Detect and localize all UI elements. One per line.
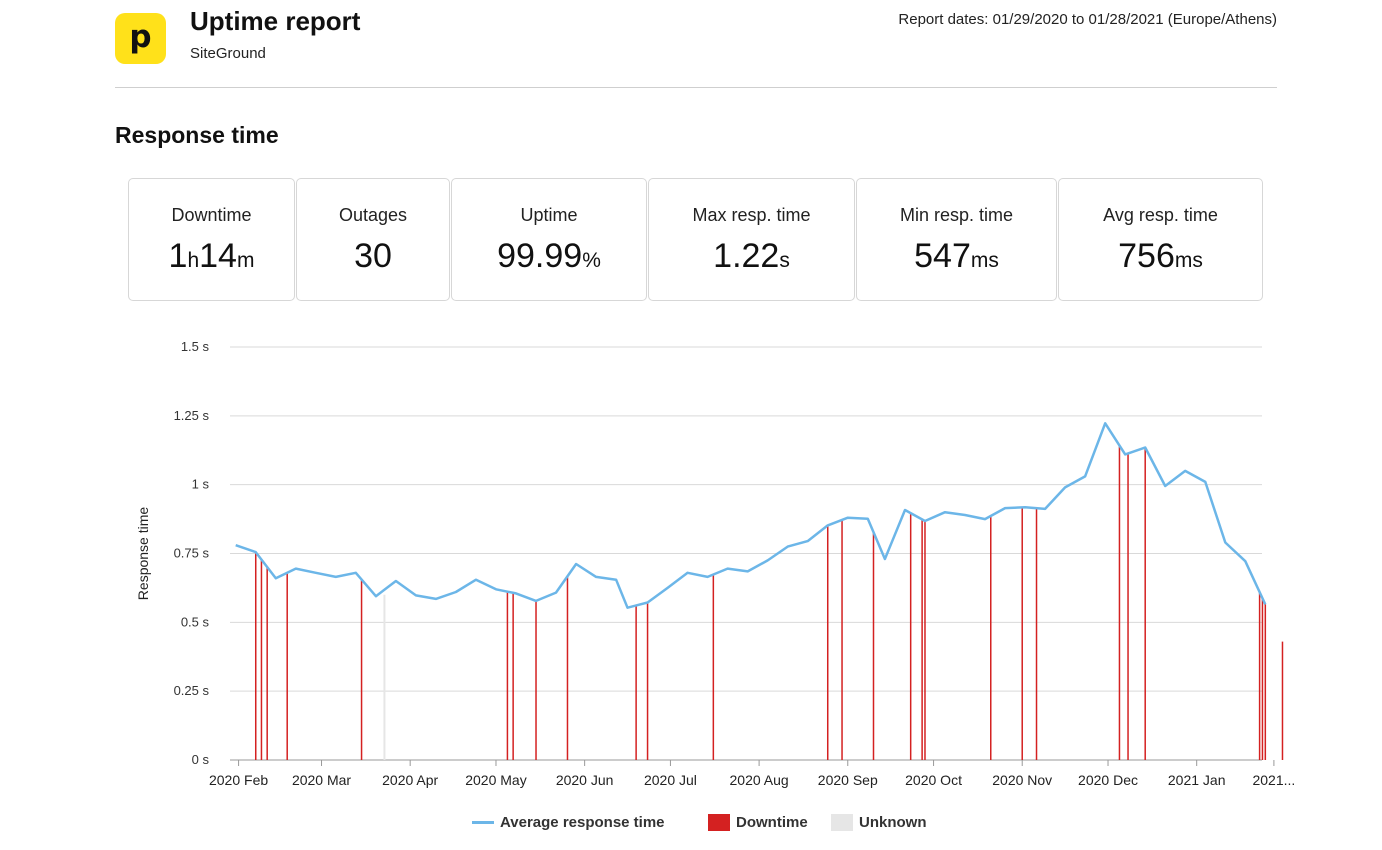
stat-value: 1h14m — [129, 237, 294, 276]
siteground-logo: p — [115, 13, 166, 64]
x-tick-label: 2021 Jan — [1168, 772, 1226, 788]
stat-number: 547 — [914, 237, 971, 275]
stat-card-uptime: Uptime 99.99% — [451, 178, 647, 301]
y-axis-title: Response time — [135, 507, 151, 601]
logo-letter: p — [129, 18, 152, 55]
section-title: Response time — [115, 122, 279, 148]
stat-label: Min resp. time — [899, 205, 1014, 225]
response-time-chart: 0 s 0.25 s 0.5 s 0.75 s 1 s 1.25 s 1.5 s Respon… — [135, 339, 1295, 788]
x-tick-label: 2020 Mar — [292, 772, 351, 788]
x-tick-label: 2020 May — [465, 772, 526, 788]
stat-value: 1.22s — [649, 237, 854, 276]
x-tick-label: 2021... — [1252, 772, 1295, 788]
stat-card-max-resp: Max resp. time 1.22s — [648, 178, 855, 301]
header-divider — [115, 87, 1277, 88]
stat-number: 1 — [168, 237, 188, 275]
stat-unit: s — [779, 249, 790, 272]
stat-label: Uptime — [520, 205, 578, 225]
legend-line-swatch — [472, 821, 494, 824]
stat-value: 30 — [297, 237, 449, 276]
y-tick-label: 0 s — [192, 752, 210, 767]
stat-label: Avg resp. time — [1103, 205, 1218, 225]
stat-value: 756ms — [1059, 237, 1262, 276]
y-tick-label: 0.25 s — [174, 683, 210, 698]
x-tick-label: 2020 Jul — [644, 772, 697, 788]
legend-item-average[interactable]: Average response time — [472, 814, 665, 831]
stat-unit: h — [187, 249, 200, 272]
stat-unit: m — [236, 249, 255, 272]
report-title: Uptime report — [190, 6, 361, 36]
stat-number: 14 — [199, 237, 237, 275]
legend-item-unknown[interactable]: Unknown — [831, 814, 927, 831]
x-tick-label: 2020 Dec — [1078, 772, 1138, 788]
report-dates: Report dates: 01/29/2020 to 01/28/2021 (… — [898, 11, 1277, 28]
stat-label: Downtime — [171, 205, 252, 225]
stat-unit: ms — [1174, 249, 1203, 272]
stat-number: 30 — [354, 237, 392, 275]
stat-unit: % — [582, 249, 601, 272]
stat-value: 99.99% — [452, 237, 646, 276]
stat-label: Outages — [338, 205, 408, 225]
stat-card-outages: Outages 30 — [296, 178, 450, 301]
average-response-line — [235, 422, 1267, 609]
x-tick-label: 2020 Oct — [905, 772, 962, 788]
legend-downtime-swatch — [708, 814, 730, 831]
x-tick-label: 2020 Sep — [818, 772, 878, 788]
legend-label-downtime: Downtime — [736, 814, 808, 831]
chart-legend: Average response time Downtime Unknown — [0, 812, 1382, 836]
stat-card-downtime: Downtime 1h14m — [128, 178, 295, 301]
x-tick-label: 2020 Nov — [992, 772, 1052, 788]
x-tick-label: 2020 Feb — [209, 772, 268, 788]
stat-value: 547ms — [857, 237, 1056, 276]
stat-card-avg-resp: Avg resp. time 756ms — [1058, 178, 1263, 301]
legend-unknown-swatch — [831, 814, 853, 831]
x-tick-label: 2020 Jun — [556, 772, 614, 788]
stat-label: Max resp. time — [692, 205, 811, 225]
stat-card-min-resp: Min resp. time 547ms — [856, 178, 1057, 301]
y-tick-label: 0.75 s — [174, 546, 210, 561]
y-tick-label: 1 s — [192, 477, 210, 492]
y-tick-label: 1.25 s — [174, 408, 210, 423]
stat-number: 99.99 — [497, 237, 583, 275]
y-tick-label: 1.5 s — [181, 339, 210, 354]
report-subtitle: SiteGround — [190, 45, 266, 62]
stat-number: 756 — [1118, 237, 1175, 275]
x-tick-label: 2020 Apr — [382, 772, 438, 788]
stat-unit: ms — [970, 249, 999, 272]
stat-number: 1.22 — [713, 237, 780, 275]
y-tick-label: 0.5 s — [181, 614, 210, 629]
x-tick-label: 2020 Aug — [730, 772, 789, 788]
legend-item-downtime[interactable]: Downtime — [708, 814, 808, 831]
legend-label-unknown: Unknown — [859, 814, 927, 831]
legend-label-average: Average response time — [500, 814, 665, 831]
